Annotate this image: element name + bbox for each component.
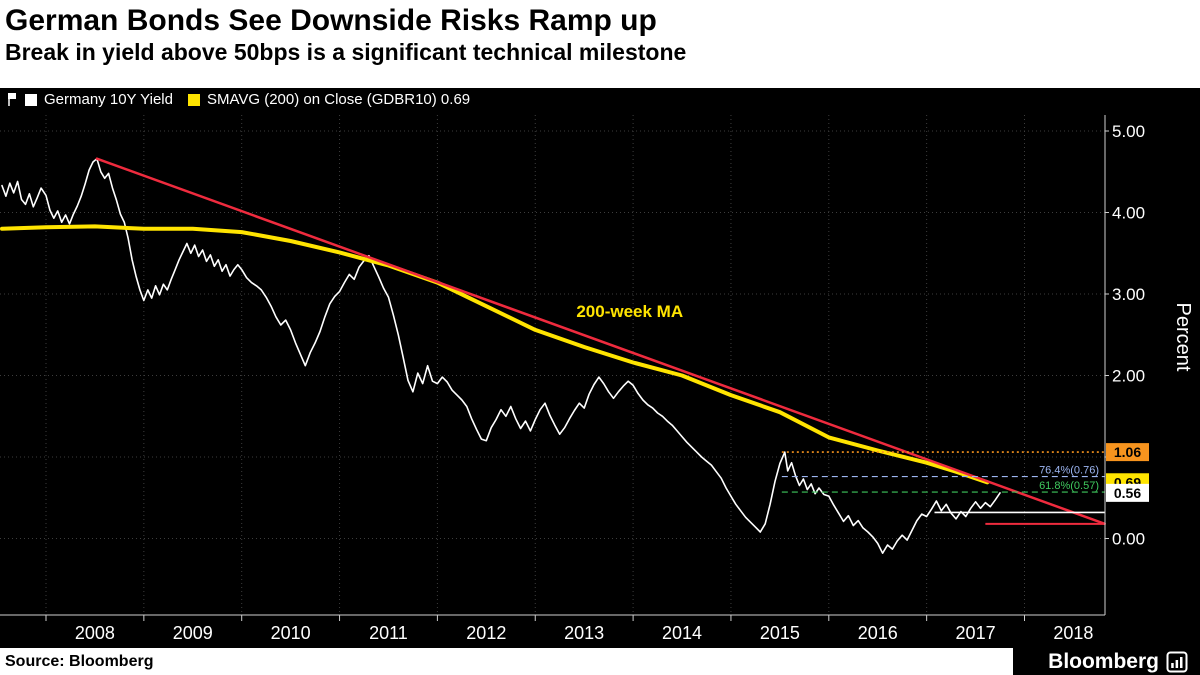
- annotation-200-week-ma: 200-week MA: [576, 302, 683, 321]
- yield-line-chart: 76.4%(0.76) 61.8%(0.57) 200-week MA 2008 200…: [0, 115, 1194, 643]
- x-tick-label: 2017: [956, 623, 996, 643]
- bloomberg-wordmark: Bloomberg: [1048, 649, 1159, 673]
- legend-label-smavg: SMAVG (200) on Close (GDBR10) 0.69: [206, 91, 471, 108]
- legend-swatch-smavg: [187, 93, 200, 106]
- x-tick-label: 2018: [1053, 623, 1093, 643]
- y-tick-label: 2.00: [1112, 367, 1145, 386]
- legend-swatch-germany-10y: [25, 93, 37, 106]
- x-tick-label: 2015: [760, 623, 800, 643]
- bloomberg-terminal-icon: [1166, 651, 1188, 672]
- x-tick-label: 2014: [662, 623, 702, 643]
- price-label-box-1-06: [1106, 443, 1149, 462]
- fib-61-line-label: 61.8%(0.57): [1039, 480, 1099, 492]
- series-downtrend-resistance-line: [95, 157, 1106, 526]
- chart-subtitle: Break in yield above 50bps is a signific…: [5, 38, 687, 65]
- x-tick-label: 2008: [75, 623, 115, 643]
- chart-header: German Bonds See Downside Risks Ramp up …: [0, 0, 1200, 88]
- bloomberg-logo: Bloomberg: [1048, 648, 1188, 675]
- x-tick-label: 2009: [173, 623, 213, 643]
- chart-title: German Bonds See Downside Risks Ramp up: [5, 4, 657, 37]
- y-tick-label: 4.00: [1112, 204, 1145, 223]
- x-tick-label: 2016: [858, 623, 898, 643]
- chart-legend: Germany 10Y Yield SMAVG (200) on Close (…: [7, 91, 470, 108]
- x-tick-label: 2012: [466, 623, 506, 643]
- price-label-box-0-56: [1106, 483, 1149, 502]
- source-attribution: Source: Bloomberg: [0, 648, 1013, 675]
- price-label-0-56: 0.56: [1114, 485, 1141, 501]
- series-smavg-200-on-close-gdbr10: [0, 224, 990, 485]
- price-label-1-06: 1.06: [1114, 444, 1141, 460]
- series-germany-10y-yield: [1, 157, 1001, 555]
- y-tick-label: 0.00: [1112, 530, 1145, 549]
- x-tick-label: 2013: [564, 623, 604, 643]
- y-tick-label: 5.00: [1112, 122, 1145, 141]
- x-tick-label: 2011: [369, 623, 408, 643]
- y-axis-title: Percent: [1172, 303, 1194, 372]
- y-tick-label: 3.00: [1112, 285, 1145, 304]
- pin-icon: [8, 93, 16, 106]
- legend-label-germany-10y: Germany 10Y Yield: [44, 91, 173, 108]
- source-text: Source: Bloomberg: [5, 652, 154, 670]
- x-tick-label: 2010: [271, 623, 311, 643]
- fib-76-line-label: 76.4%(0.76): [1039, 465, 1099, 477]
